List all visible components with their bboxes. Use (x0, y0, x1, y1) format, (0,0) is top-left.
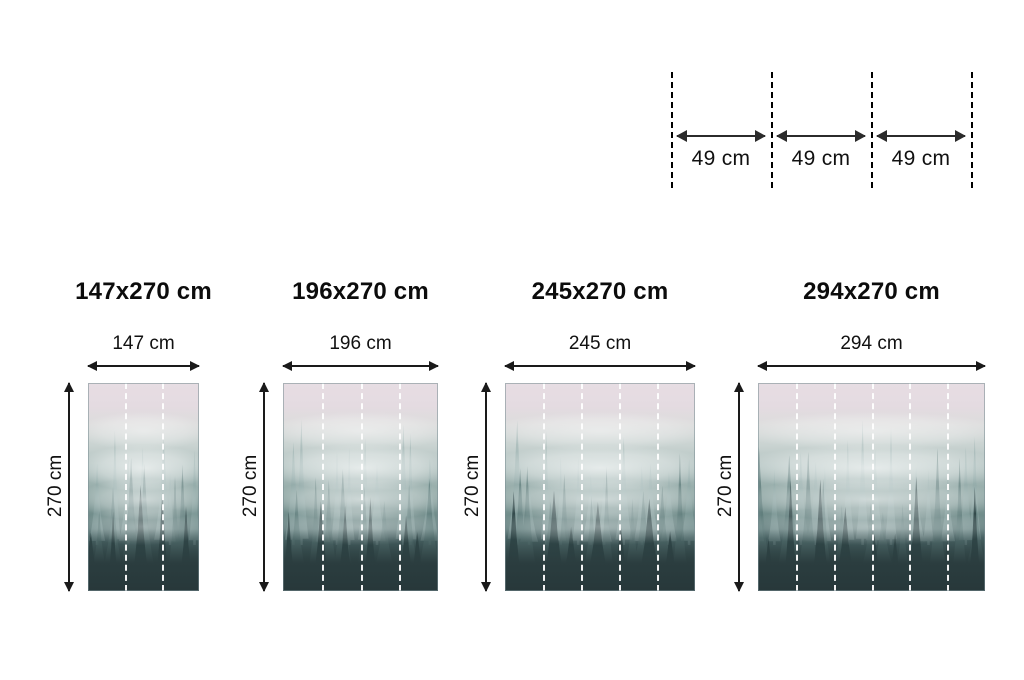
variant-title-147: 147x270 cm (75, 278, 212, 305)
repeat-dimension-label: 49 cm (691, 147, 751, 170)
variant-width-arrow-294 (757, 361, 986, 371)
panel-seam-line (581, 383, 583, 591)
variant-mural-147[interactable] (88, 383, 199, 591)
mural-ground (88, 528, 199, 591)
panel-seam-line (125, 383, 127, 591)
repeat-dimension-label: 49 cm (791, 147, 851, 170)
mural-ground (505, 528, 695, 591)
variant-title-196: 196x270 cm (292, 278, 429, 305)
variant-height-label-294: 270 cm (715, 454, 736, 518)
panel-seam-line (833, 383, 836, 591)
variant-width-arrow-196 (282, 361, 439, 371)
panel-seam-line (162, 383, 164, 591)
repeat-dimension-arrow (676, 130, 766, 142)
variant-height-arrow-294 (734, 382, 744, 592)
variant-width-arrow-147 (87, 361, 200, 371)
panel-seam-line (543, 383, 545, 591)
panel-seam-line (657, 383, 659, 591)
variant-width-label-196: 196 cm (329, 333, 392, 354)
panel-seam-line (947, 383, 950, 591)
variant-height-label-196: 270 cm (240, 454, 261, 518)
repeat-dimension-label: 49 cm (891, 147, 951, 170)
repeat-guide-line (871, 72, 873, 188)
variant-width-label-245: 245 cm (568, 333, 632, 354)
panel-seam-line (795, 383, 798, 591)
variant-width-label-147: 147 cm (112, 333, 175, 354)
variant-height-label-245: 270 cm (462, 454, 483, 518)
panel-seam-line (321, 383, 324, 591)
variant-width-arrow-245 (504, 361, 696, 371)
repeat-guide-line (671, 72, 673, 188)
repeat-guide-line (771, 72, 773, 188)
variant-height-label-147: 270 cm (45, 454, 66, 518)
repeat-dimension-arrow (776, 130, 866, 142)
variant-width-label-294: 294 cm (840, 333, 903, 354)
repeat-guide-line (971, 72, 973, 188)
variant-mural-294[interactable] (758, 383, 985, 591)
variant-title-245: 245x270 cm (531, 278, 669, 305)
variant-height-arrow-245 (481, 382, 491, 592)
repeat-dimension-arrow (876, 130, 966, 142)
panel-seam-line (360, 383, 363, 591)
variant-mural-196[interactable] (283, 383, 438, 591)
variant-title-294: 294x270 cm (803, 278, 940, 305)
panel-seam-line (399, 383, 402, 591)
variant-height-arrow-147 (64, 382, 74, 592)
panel-seam-line (871, 383, 874, 591)
panel-seam-line (619, 383, 621, 591)
variant-mural-245[interactable] (505, 383, 695, 591)
variant-height-arrow-196 (259, 382, 269, 592)
panel-seam-line (909, 383, 912, 591)
